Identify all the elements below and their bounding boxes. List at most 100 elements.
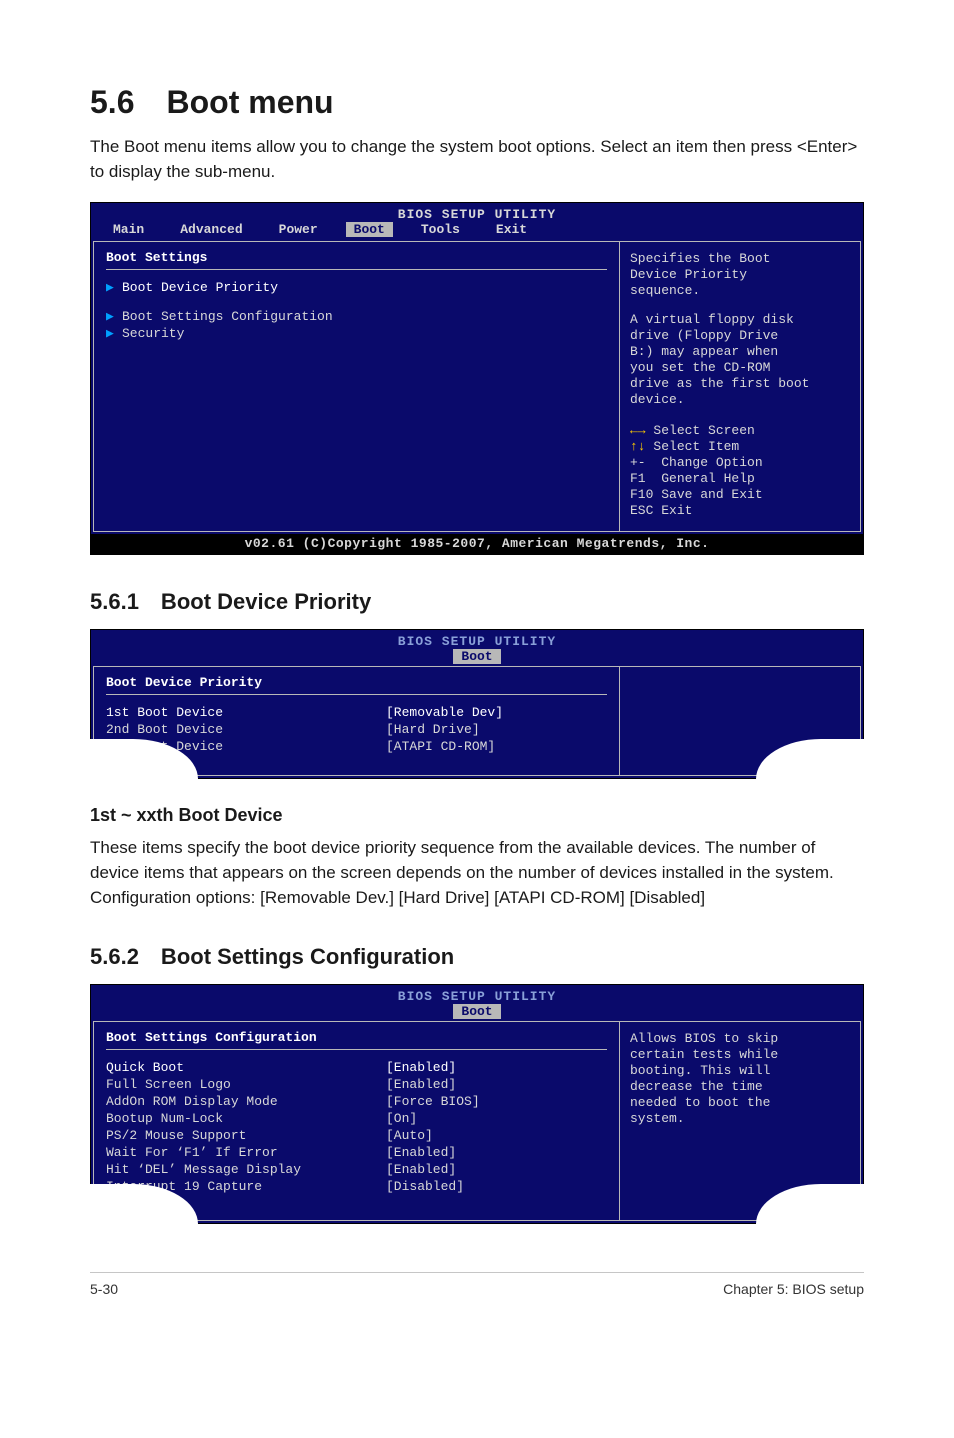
bios-options-panel: Boot Device Priority 1st Boot Device[Rem… <box>94 667 620 775</box>
help-text: sequence. <box>630 283 850 298</box>
paragraph-body: These items specify the boot device prio… <box>90 836 864 910</box>
help-text: Device Priority <box>630 267 850 282</box>
help-text: A virtual floppy disk <box>630 312 850 327</box>
key-prefix: F10 <box>630 487 653 502</box>
menu-item-boot-settings-configuration[interactable]: ▶ Boot Settings Configuration <box>106 309 607 324</box>
option-interrupt-19-capture[interactable]: Interrupt 19 Capture[Disabled] <box>106 1179 607 1194</box>
option-value: [ATAPI CD-ROM] <box>386 739 495 754</box>
option-hit-del-message-display[interactable]: Hit ‘DEL’ Message Display[Enabled] <box>106 1162 607 1177</box>
key-hint: F10 Save and Exit <box>630 487 850 502</box>
bios-options-panel: Boot Settings ▶ Boot Device Priority ▶ B… <box>94 242 620 531</box>
intro-paragraph: The Boot menu items allow you to change … <box>90 135 864 184</box>
menu-item-security[interactable]: ▶ Security <box>106 326 607 341</box>
bios-title: BIOS SETUP UTILITY <box>91 630 863 649</box>
page-number: 5-30 <box>90 1281 118 1297</box>
option-value: [Auto] <box>386 1128 433 1143</box>
page-title: 5.6 Boot menu <box>90 84 864 121</box>
option-label: PS/2 Mouse Support <box>106 1128 386 1143</box>
key-hint: F1 General Help <box>630 471 850 486</box>
bios-help-panel: Allows BIOS to skip certain tests while … <box>620 1022 860 1220</box>
tab-power[interactable]: Power <box>271 222 326 237</box>
help-text: device. <box>630 392 850 407</box>
option-addon-rom-display-mode[interactable]: AddOn ROM Display Mode[Force BIOS] <box>106 1094 607 1109</box>
submenu-arrow-icon: ▶ <box>106 280 122 295</box>
tab-tools[interactable]: Tools <box>413 222 468 237</box>
bios-screenshot-boot-device-priority: BIOS SETUP UTILITY Boot Boot Device Prio… <box>90 629 864 779</box>
option-label: 3rd Boot Device <box>106 739 386 754</box>
bios-options-panel: Boot Settings Configuration Quick Boot[E… <box>94 1022 620 1220</box>
option-1st-boot-device[interactable]: 1st Boot Device[Removable Dev] <box>106 705 607 720</box>
tab-boot[interactable]: Boot <box>453 1004 500 1019</box>
option-value: [Enabled] <box>386 1060 456 1075</box>
option-value: [Enabled] <box>386 1162 456 1177</box>
option-value: [Enabled] <box>386 1145 456 1160</box>
bios-panel-heading: Boot Settings Configuration <box>106 1030 607 1050</box>
option-label: Wait For ‘F1’ If Error <box>106 1145 386 1160</box>
option-value: [Removable Dev] <box>386 705 503 720</box>
help-text: Allows BIOS to skip <box>630 1031 850 1046</box>
tab-boot[interactable]: Boot <box>453 649 500 664</box>
option-label: Full Screen Logo <box>106 1077 386 1092</box>
paragraph-heading: 1st ~ xxth Boot Device <box>90 805 864 826</box>
key-hint: ESC Exit <box>630 503 850 518</box>
help-text: decrease the time <box>630 1079 850 1094</box>
option-label: Hit ‘DEL’ Message Display <box>106 1162 386 1177</box>
help-text: system. <box>630 1111 850 1126</box>
help-text: drive (Floppy Drive <box>630 328 850 343</box>
chapter-label: Chapter 5: BIOS setup <box>723 1281 864 1297</box>
option-value: [On] <box>386 1111 417 1126</box>
key-prefix: +- <box>630 455 646 470</box>
submenu-arrow-icon: ▶ <box>106 309 122 324</box>
menu-item-label: Boot Device Priority <box>122 280 278 295</box>
option-value: [Hard Drive] <box>386 722 480 737</box>
menu-item-label: Security <box>122 326 184 341</box>
option-label: AddOn ROM Display Mode <box>106 1094 386 1109</box>
menu-item-label: Boot Settings Configuration <box>122 309 333 324</box>
option-2nd-boot-device[interactable]: 2nd Boot Device[Hard Drive] <box>106 722 607 737</box>
key-hint: ←→ Select Screen <box>630 423 850 438</box>
bios-tabs: Main Advanced Power Boot Tools Exit <box>91 222 863 239</box>
bios-help-panel: Specifies the Boot Device Priority seque… <box>620 242 860 531</box>
bios-help-panel <box>620 667 860 775</box>
arrows-lr-icon: ←→ <box>630 423 646 438</box>
tab-advanced[interactable]: Advanced <box>172 222 250 237</box>
bios-title: BIOS SETUP UTILITY <box>91 203 863 222</box>
bios-screenshot-boot-settings-configuration: BIOS SETUP UTILITY Boot Boot Settings Co… <box>90 984 864 1224</box>
option-ps2-mouse-support[interactable]: PS/2 Mouse Support[Auto] <box>106 1128 607 1143</box>
option-value: [Disabled] <box>386 1179 464 1194</box>
key-hint: +- Change Option <box>630 455 850 470</box>
help-text: needed to boot the <box>630 1095 850 1110</box>
key-prefix: ESC <box>630 503 653 518</box>
option-label: Quick Boot <box>106 1060 386 1075</box>
tab-main[interactable]: Main <box>105 222 152 237</box>
help-text: certain tests while <box>630 1047 850 1062</box>
key-prefix: F1 <box>630 471 646 486</box>
subsection-title-561: 5.6.1 Boot Device Priority <box>90 589 864 615</box>
bios-panel-heading: Boot Device Priority <box>106 675 607 695</box>
bios-screenshot-boot-menu: BIOS SETUP UTILITY Main Advanced Power B… <box>90 202 864 555</box>
option-label: 2nd Boot Device <box>106 722 386 737</box>
submenu-arrow-icon: ▶ <box>106 326 122 341</box>
subsection-title-562: 5.6.2 Boot Settings Configuration <box>90 944 864 970</box>
option-value: [Enabled] <box>386 1077 456 1092</box>
option-3rd-boot-device[interactable]: 3rd Boot Device[ATAPI CD-ROM] <box>106 739 607 754</box>
help-text: you set the CD-ROM <box>630 360 850 375</box>
tab-exit[interactable]: Exit <box>488 222 535 237</box>
help-text: Specifies the Boot <box>630 251 850 266</box>
option-bootup-num-lock[interactable]: Bootup Num-Lock[On] <box>106 1111 607 1126</box>
option-label: Bootup Num-Lock <box>106 1111 386 1126</box>
arrows-ud-icon: ↑↓ <box>630 439 646 454</box>
tab-boot[interactable]: Boot <box>346 222 393 237</box>
menu-item-boot-device-priority[interactable]: ▶ Boot Device Priority <box>106 280 607 295</box>
bios-panel-heading: Boot Settings <box>106 250 607 270</box>
page-footer: 5-30 Chapter 5: BIOS setup <box>90 1272 864 1297</box>
option-full-screen-logo[interactable]: Full Screen Logo[Enabled] <box>106 1077 607 1092</box>
option-value: [Force BIOS] <box>386 1094 480 1109</box>
option-label: Interrupt 19 Capture <box>106 1179 386 1194</box>
option-quick-boot[interactable]: Quick Boot[Enabled] <box>106 1060 607 1075</box>
option-wait-for-f1-if-error[interactable]: Wait For ‘F1’ If Error[Enabled] <box>106 1145 607 1160</box>
key-hint: ↑↓ Select Item <box>630 439 850 454</box>
bios-copyright-footer: v02.61 (C)Copyright 1985-2007, American … <box>91 534 863 554</box>
help-text: drive as the first boot <box>630 376 850 391</box>
help-text: B:) may appear when <box>630 344 850 359</box>
